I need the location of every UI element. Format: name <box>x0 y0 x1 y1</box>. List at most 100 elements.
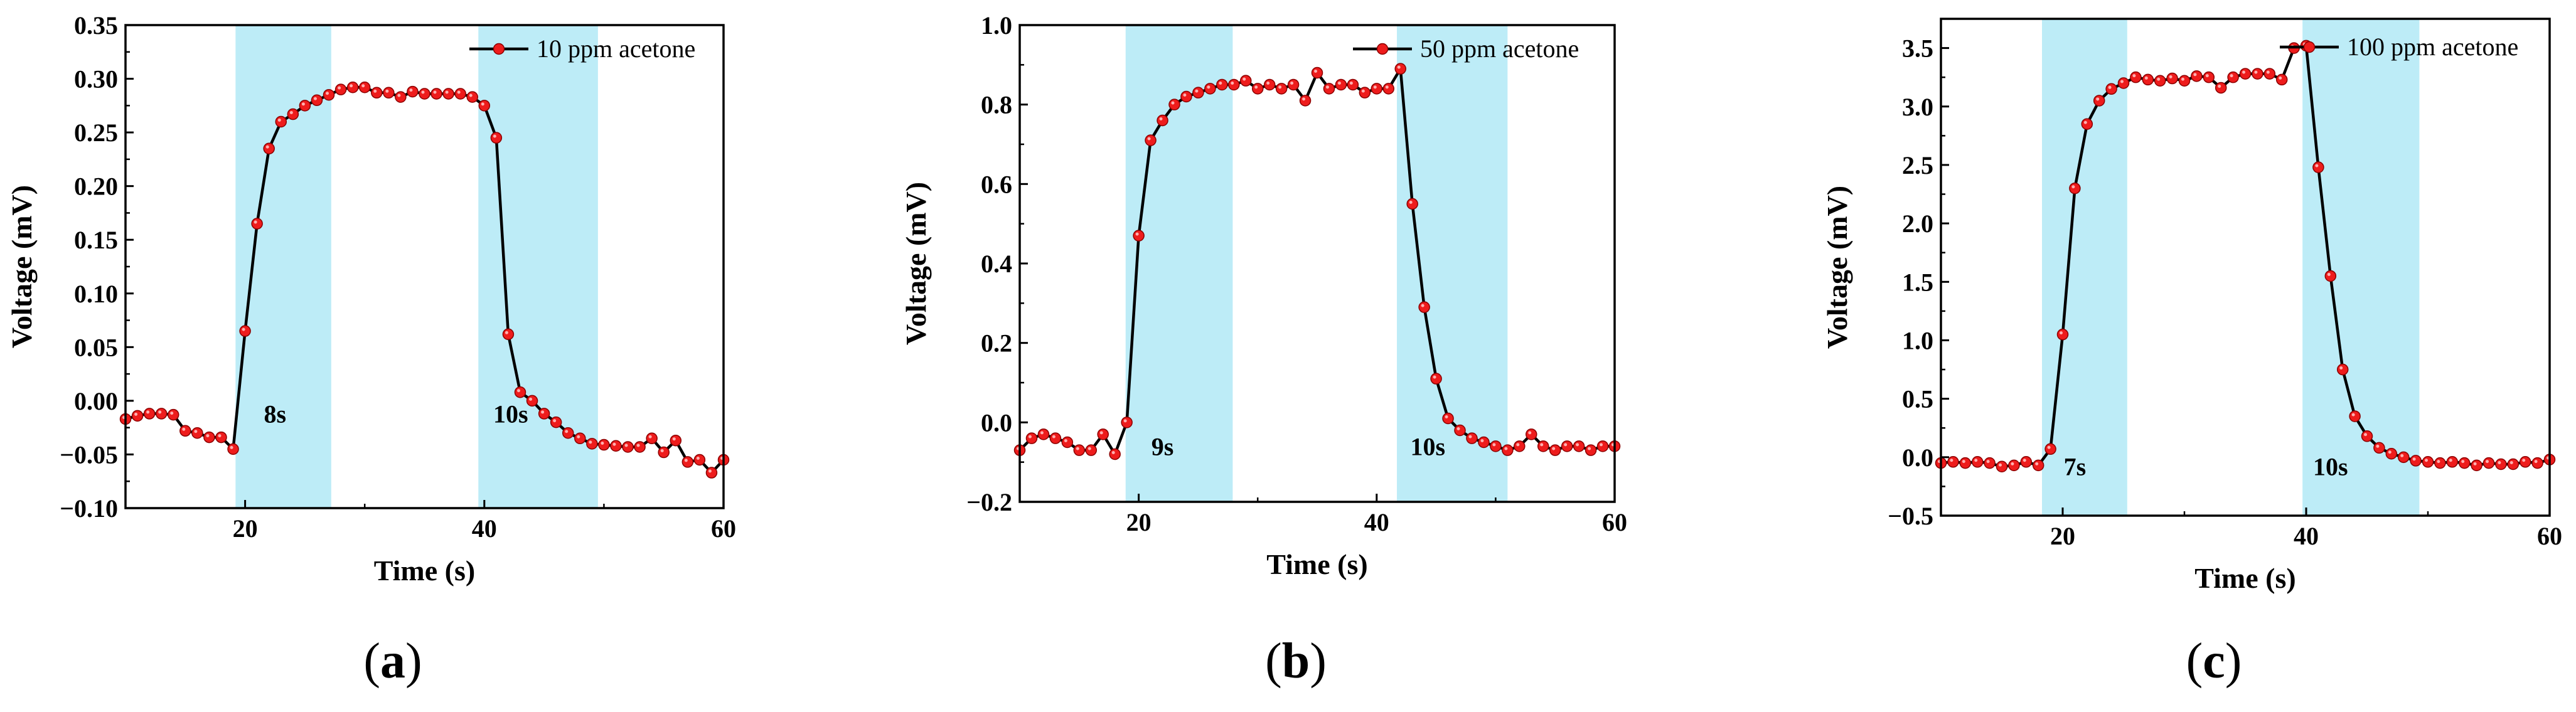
data-point-highlight <box>2266 70 2270 74</box>
data-point <box>2056 328 2069 341</box>
data-point <box>2336 363 2349 376</box>
data-point <box>622 441 634 453</box>
response-shaded-region <box>1397 25 1508 502</box>
data-point <box>1323 83 1335 95</box>
data-point <box>2252 68 2263 80</box>
legend-label: 50 ppm acetone <box>1420 35 1579 63</box>
data-point-highlight <box>2071 185 2075 189</box>
data-point <box>430 88 442 100</box>
data-point <box>610 440 622 452</box>
data-point-highlight <box>1302 97 1306 101</box>
data-point-highlight <box>1600 443 1603 447</box>
y-tick-label: 1.0 <box>981 11 1012 40</box>
data-point-highlight <box>1492 443 1496 447</box>
data-point <box>1454 424 1466 437</box>
data-point <box>1145 134 1157 146</box>
data-point <box>2191 70 2203 82</box>
data-point <box>334 83 347 95</box>
data-point <box>1025 432 1038 444</box>
y-tick-label: 3.5 <box>1902 35 1933 63</box>
x-tick-label: 20 <box>1126 508 1152 536</box>
legend-marker <box>493 43 505 55</box>
data-point-highlight <box>1325 85 1329 89</box>
data-point-highlight <box>1516 443 1520 447</box>
data-point-highlight <box>1171 101 1175 105</box>
data-point-highlight <box>696 457 700 460</box>
data-point <box>2215 82 2227 94</box>
data-point-highlight <box>516 389 520 393</box>
data-point-highlight <box>1504 447 1508 450</box>
data-point <box>1596 440 1609 452</box>
data-point <box>1442 412 1454 425</box>
data-point-highlight <box>445 90 449 94</box>
data-point <box>395 91 407 103</box>
data-point <box>311 94 323 107</box>
data-point <box>1947 456 1959 468</box>
data-point-highlight <box>1421 304 1424 307</box>
data-point <box>2263 68 2276 80</box>
x-axis-title: Time (s) <box>1266 548 1367 580</box>
data-point-highlight <box>1183 93 1187 97</box>
data-point-highlight <box>1123 419 1127 423</box>
data-point <box>2093 95 2105 107</box>
data-point <box>1514 440 1526 452</box>
data-point-highlight <box>2534 460 2538 464</box>
data-point <box>1335 78 1347 91</box>
data-point-highlight <box>1373 85 1377 89</box>
data-point <box>1490 440 1502 452</box>
data-point-highlight <box>2400 454 2404 457</box>
response-time-annotation: 7s <box>2064 453 2087 481</box>
y-tick-label: 1.0 <box>1902 326 1933 354</box>
data-point <box>2507 458 2520 470</box>
data-point-highlight <box>194 430 198 433</box>
y-tick-label: 0.30 <box>74 65 118 93</box>
data-point <box>2081 118 2093 130</box>
data-point-highlight <box>2060 331 2063 335</box>
data-point-highlight <box>457 90 461 94</box>
data-point-highlight <box>2279 76 2282 80</box>
data-point <box>1216 78 1228 91</box>
data-point-highlight <box>1135 232 1139 236</box>
data-point-highlight <box>1468 435 1472 438</box>
data-point <box>1502 444 1514 456</box>
y-tick-label: 1.5 <box>1902 268 1933 296</box>
data-point-highlight <box>1962 460 1965 464</box>
data-point-highlight <box>636 444 640 447</box>
data-point <box>526 395 538 407</box>
data-point <box>1418 301 1430 313</box>
data-point <box>598 438 610 451</box>
data-point-highlight <box>350 84 353 88</box>
data-point <box>323 88 335 101</box>
data-point <box>1359 87 1371 98</box>
data-point-highlight <box>2315 164 2319 167</box>
data-point <box>586 438 598 450</box>
y-tick-label: 0.6 <box>981 170 1012 198</box>
data-point <box>1996 460 2008 472</box>
data-point-highlight <box>1052 435 1056 438</box>
data-point <box>1549 444 1561 456</box>
data-point-highlight <box>2205 74 2209 78</box>
data-point-highlight <box>672 437 676 441</box>
data-point-highlight <box>421 90 425 94</box>
data-point-highlight <box>1064 439 1067 442</box>
data-point-highlight <box>1528 431 1532 435</box>
data-point-highlight <box>1254 85 1258 89</box>
data-point-highlight <box>1219 82 1222 85</box>
panel-label-letter: c <box>2203 634 2225 689</box>
y-tick-label: 0.15 <box>74 226 118 254</box>
data-point-highlight <box>254 220 257 224</box>
y-axis-title: Voltage (mV) <box>1821 186 1853 349</box>
legend-label: 100 ppm acetone <box>2347 33 2518 61</box>
data-point <box>2471 459 2482 472</box>
y-tick-label: 0.2 <box>981 329 1012 358</box>
data-point-highlight <box>1111 451 1115 454</box>
data-point <box>1275 83 1288 95</box>
x-tick-label: 20 <box>233 514 258 543</box>
data-point <box>550 416 562 428</box>
data-point <box>1406 198 1418 210</box>
data-point <box>1192 87 1204 98</box>
data-point-highlight <box>2230 74 2233 78</box>
data-point <box>634 441 646 453</box>
data-point-highlight <box>134 412 138 416</box>
data-point-highlight <box>553 419 557 423</box>
